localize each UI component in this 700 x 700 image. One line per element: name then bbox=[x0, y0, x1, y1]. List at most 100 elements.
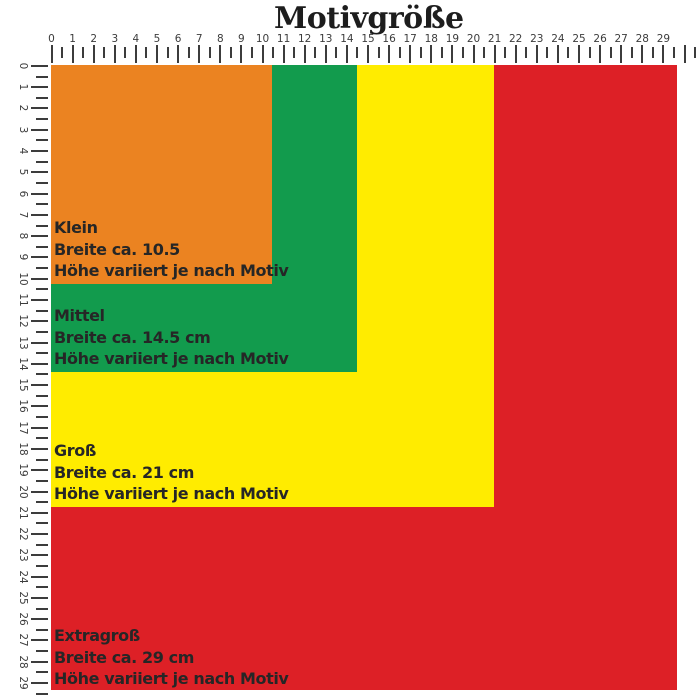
h-ruler-tick bbox=[578, 45, 580, 63]
v-ruler-tick bbox=[31, 639, 48, 642]
v-ruler-tick bbox=[36, 75, 48, 78]
v-ruler-tick bbox=[31, 682, 48, 685]
v-ruler-tick bbox=[36, 373, 48, 376]
h-ruler-tick bbox=[556, 45, 559, 63]
v-ruler-number: 16 bbox=[17, 399, 29, 414]
size-name: Klein bbox=[54, 218, 98, 238]
h-ruler-tick bbox=[546, 47, 549, 58]
v-ruler-number: 2 bbox=[17, 105, 29, 112]
v-ruler-number: 8 bbox=[17, 232, 29, 240]
v-ruler-number: 9 bbox=[17, 254, 29, 261]
v-ruler-tick bbox=[36, 437, 48, 440]
size-height-note: Höhe variiert je nach Motiv bbox=[54, 484, 289, 504]
v-ruler-tick bbox=[31, 107, 48, 110]
v-ruler-tick bbox=[31, 298, 48, 301]
v-ruler-tick bbox=[36, 309, 48, 312]
h-ruler-tick bbox=[219, 45, 222, 63]
v-ruler-tick bbox=[31, 64, 48, 67]
h-ruler-tick bbox=[103, 47, 106, 58]
v-ruler-number: 4 bbox=[17, 147, 29, 155]
h-ruler-tick bbox=[535, 45, 538, 63]
h-ruler-tick bbox=[82, 47, 85, 58]
h-ruler-tick bbox=[525, 47, 528, 58]
v-ruler-tick bbox=[36, 224, 48, 227]
v-ruler-tick bbox=[31, 405, 48, 408]
v-ruler-number: 1 bbox=[17, 83, 29, 91]
h-ruler-number: 1 bbox=[69, 33, 76, 45]
h-ruler-tick bbox=[683, 45, 686, 63]
v-ruler-tick bbox=[31, 128, 48, 131]
h-ruler-number: 24 bbox=[551, 33, 565, 45]
h-ruler-tick bbox=[282, 45, 285, 63]
h-ruler-number: 4 bbox=[132, 33, 140, 45]
v-ruler-tick bbox=[31, 213, 48, 216]
h-ruler-tick bbox=[145, 47, 148, 58]
h-ruler-tick bbox=[461, 47, 464, 58]
v-ruler-tick bbox=[31, 618, 48, 621]
h-ruler-tick bbox=[187, 47, 190, 58]
h-ruler-tick bbox=[356, 47, 359, 58]
v-ruler-tick bbox=[36, 96, 48, 99]
v-ruler-number: 3 bbox=[17, 126, 29, 134]
h-ruler-tick bbox=[345, 45, 348, 63]
h-ruler-tick bbox=[567, 47, 570, 58]
h-ruler-tick bbox=[335, 47, 338, 58]
h-ruler-tick bbox=[229, 47, 232, 58]
h-ruler-number: 20 bbox=[466, 33, 481, 45]
h-ruler-number: 21 bbox=[487, 33, 502, 45]
v-ruler-tick bbox=[36, 288, 48, 291]
v-ruler-tick bbox=[36, 501, 48, 504]
h-ruler-tick bbox=[166, 47, 169, 58]
h-ruler-tick bbox=[672, 47, 675, 58]
v-ruler-tick bbox=[31, 447, 48, 450]
v-ruler-number: 22 bbox=[17, 527, 29, 541]
h-ruler-tick bbox=[651, 47, 654, 58]
h-ruler-tick bbox=[588, 47, 591, 58]
h-ruler-tick bbox=[324, 45, 327, 63]
h-ruler-tick bbox=[451, 45, 454, 63]
v-ruler-tick bbox=[31, 426, 48, 429]
v-ruler-tick bbox=[36, 267, 48, 270]
v-ruler-tick bbox=[36, 607, 48, 610]
h-ruler-number: 2 bbox=[90, 33, 98, 45]
v-ruler-number: 24 bbox=[17, 569, 29, 584]
h-ruler-tick bbox=[92, 45, 95, 63]
v-ruler-tick bbox=[31, 362, 48, 365]
h-ruler-tick bbox=[71, 45, 74, 63]
h-ruler-tick bbox=[472, 45, 475, 63]
h-ruler-number: 10 bbox=[255, 33, 270, 45]
h-ruler-tick bbox=[609, 47, 612, 58]
v-ruler-number: 19 bbox=[17, 463, 29, 477]
v-ruler-number: 21 bbox=[17, 506, 29, 520]
size-height-note: Höhe variiert je nach Motiv bbox=[54, 669, 289, 689]
size-name: Mittel bbox=[54, 306, 105, 326]
h-ruler-tick bbox=[398, 47, 401, 58]
h-ruler-tick bbox=[483, 47, 486, 58]
h-ruler-tick bbox=[261, 45, 264, 63]
v-ruler-number: 28 bbox=[17, 655, 29, 669]
h-ruler-number: 7 bbox=[195, 33, 203, 45]
h-ruler-number: 0 bbox=[48, 33, 55, 45]
h-ruler-number: 23 bbox=[530, 33, 544, 45]
h-ruler-tick bbox=[493, 45, 496, 63]
h-ruler-tick bbox=[430, 45, 433, 63]
size-label-gross: Groß Breite ca. 21 cm Höhe variiert je n… bbox=[54, 440, 289, 505]
v-ruler-tick bbox=[31, 533, 48, 536]
size-label-extragross: Extragroß Breite ca. 29 cm Höhe variiert… bbox=[54, 625, 289, 690]
v-ruler-tick bbox=[36, 522, 48, 525]
v-ruler-tick bbox=[31, 660, 48, 663]
h-ruler-tick bbox=[198, 45, 201, 63]
v-ruler-tick bbox=[31, 596, 48, 599]
h-ruler-tick bbox=[250, 47, 253, 58]
h-ruler-tick bbox=[419, 47, 422, 58]
h-ruler-number: 9 bbox=[238, 33, 245, 45]
v-ruler-tick bbox=[36, 479, 48, 482]
v-ruler-tick bbox=[36, 586, 48, 589]
v-ruler-tick bbox=[31, 86, 48, 89]
size-label-klein: Klein Breite ca. 10.5 Höhe variiert je n… bbox=[54, 217, 289, 282]
v-ruler-tick bbox=[31, 256, 48, 259]
h-ruler-number: 29 bbox=[656, 33, 671, 45]
v-ruler-number: 17 bbox=[17, 420, 29, 435]
h-ruler-tick bbox=[61, 47, 64, 58]
size-width: Breite ca. 14.5 cm bbox=[54, 327, 211, 347]
